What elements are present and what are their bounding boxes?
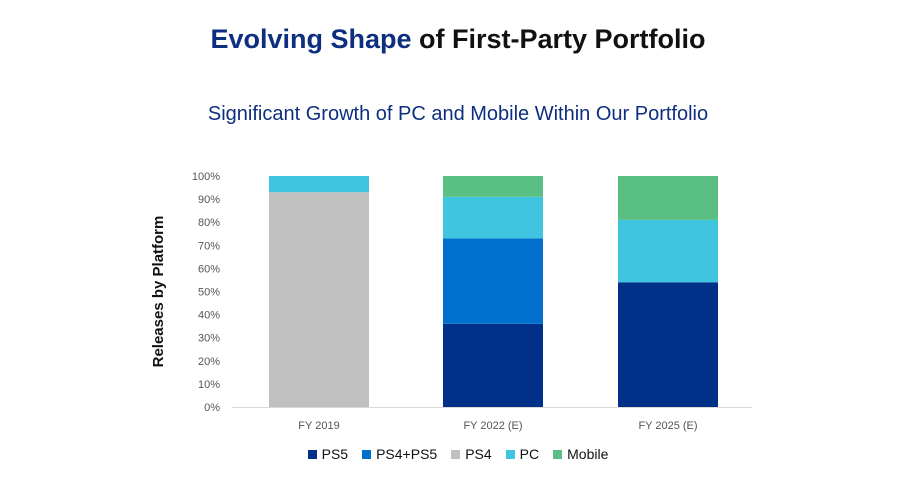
y-tick-label: 100%	[192, 171, 220, 183]
legend-item: PC	[505, 446, 540, 462]
chart-legend: PS5 PS4+PS5 PS4 PC Mobile	[0, 446, 916, 462]
bar-segment-mobile	[618, 176, 718, 220]
x-tick-label: FY 2019	[298, 420, 339, 432]
page-title: Evolving Shape of First-Party Portfolio	[0, 24, 916, 55]
y-tick-label: 20%	[198, 356, 220, 368]
legend-item: PS5	[307, 446, 349, 462]
y-tick-label: 30%	[198, 333, 220, 345]
bar-segment-mobile	[443, 176, 543, 197]
x-tick-label: FY 2022 (E)	[463, 420, 522, 432]
y-tick-label: 40%	[198, 310, 220, 322]
y-tick-label: 60%	[198, 263, 220, 275]
legend-swatch	[505, 449, 515, 459]
bar-segment-ps5	[443, 323, 543, 407]
legend-swatch	[451, 449, 461, 459]
y-tick-label: 70%	[198, 240, 220, 252]
chart-subtitle: Significant Growth of PC and Mobile With…	[207, 103, 709, 125]
legend-label: Mobile	[567, 446, 609, 462]
legend-swatch	[553, 449, 563, 459]
legend-item: PS4	[451, 446, 492, 462]
y-tick-label: 90%	[198, 194, 220, 206]
legend-swatch	[362, 449, 372, 459]
bar-segment-pc	[443, 196, 543, 239]
legend-label: PC	[519, 446, 540, 462]
bar-segment-ps4-ps5	[443, 238, 543, 324]
y-axis-label: Releases by Platform	[150, 216, 167, 368]
legend-label: PS4	[465, 446, 492, 462]
legend-item: Mobile	[553, 446, 608, 462]
title-accent: Evolving Shape	[210, 24, 412, 54]
bar-segment-pc	[269, 176, 369, 193]
title-rest: of First-Party Portfolio	[411, 24, 706, 54]
y-tick-label: 0%	[204, 402, 220, 414]
legend-swatch	[307, 449, 317, 459]
bar-segment-ps4	[269, 192, 369, 407]
y-tick-label: 80%	[198, 217, 220, 229]
y-tick-label: 50%	[198, 287, 220, 299]
bar-segment-pc	[618, 219, 718, 283]
bar-segment-ps5	[618, 282, 718, 407]
legend-label: PS4+PS5	[376, 446, 438, 462]
legend-item: PS4+PS5	[362, 446, 437, 462]
legend-label: PS5	[321, 446, 349, 462]
y-tick-label: 10%	[198, 379, 220, 391]
x-tick-label: FY 2025 (E)	[638, 420, 697, 432]
